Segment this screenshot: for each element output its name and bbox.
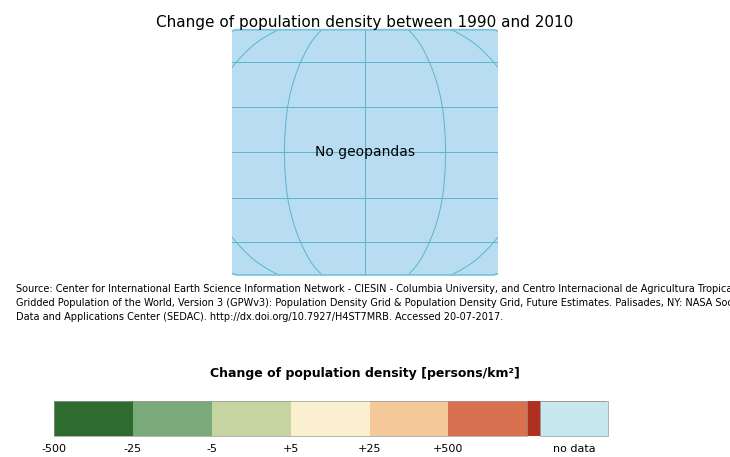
Text: +25: +25 (358, 444, 381, 454)
PathPatch shape (123, 30, 607, 275)
Text: -500: -500 (42, 444, 66, 454)
Text: +5: +5 (283, 444, 299, 454)
Bar (369, 401, 448, 436)
Text: Change of population density between 1990 and 2010: Change of population density between 199… (156, 15, 574, 30)
Bar (54, 401, 527, 436)
Text: -25: -25 (123, 444, 142, 454)
Bar (212, 401, 291, 436)
Bar (540, 401, 608, 436)
Bar (54, 401, 133, 436)
Text: Source: Center for International Earth Science Information Network - CIESIN - Co: Source: Center for International Earth S… (16, 284, 730, 322)
Text: -5: -5 (206, 444, 217, 454)
Bar (133, 401, 212, 436)
Text: +500: +500 (434, 444, 464, 454)
Bar (527, 401, 607, 436)
Text: Change of population density [persons/km²]: Change of population density [persons/km… (210, 367, 520, 380)
Text: no data: no data (553, 444, 596, 454)
Bar (448, 401, 527, 436)
Bar (291, 401, 369, 436)
Text: No geopandas: No geopandas (315, 145, 415, 159)
